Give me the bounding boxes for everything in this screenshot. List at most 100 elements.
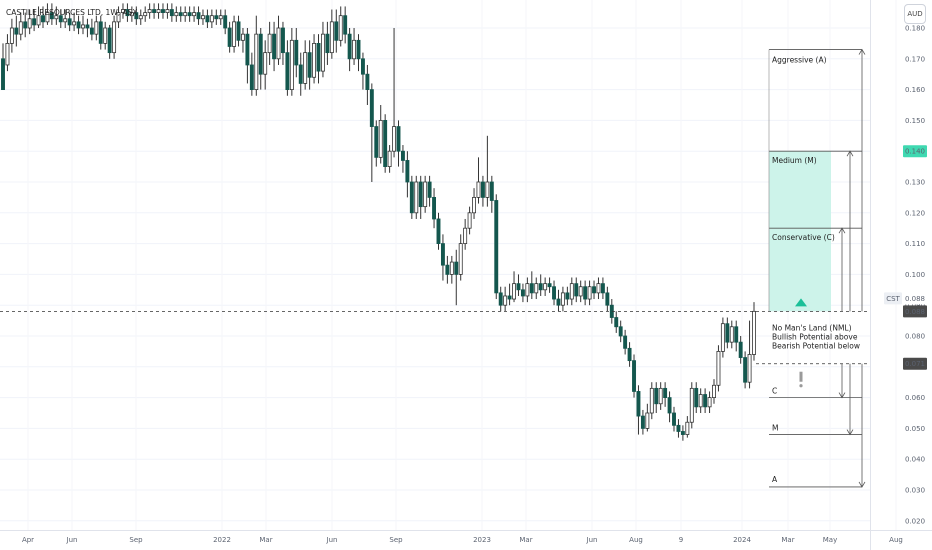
- candle-body: [307, 52, 312, 78]
- nml-label-2: Bullish Potential above: [772, 332, 858, 341]
- candle: [41, 6, 45, 28]
- arrow-up-conservative-head: [838, 227, 846, 234]
- candle: [178, 6, 183, 22]
- candle-body: [627, 347, 632, 362]
- candle: [538, 274, 543, 296]
- price-tick-label: 0.170: [905, 55, 925, 63]
- candle-body: [369, 89, 374, 127]
- candle: [458, 234, 463, 281]
- candle-body: [249, 64, 254, 90]
- currency-badge[interactable]: AUD: [904, 4, 926, 24]
- candle-body: [698, 394, 703, 408]
- candle: [147, 3, 152, 19]
- candle: [618, 320, 623, 343]
- candle: [565, 286, 570, 306]
- price-tick-label: 0.040: [905, 456, 925, 464]
- candle-body: [63, 18, 68, 23]
- arrow-down-medium-head: [846, 429, 854, 436]
- candle-body: [592, 286, 596, 294]
- candle: [152, 3, 157, 19]
- candle: [747, 320, 752, 389]
- candle-body: [183, 12, 188, 17]
- candle-body: [400, 150, 405, 161]
- candle-body: [605, 292, 610, 306]
- candle: [285, 40, 290, 96]
- candle: [165, 3, 170, 19]
- candle-body: [192, 12, 197, 17]
- candle: [209, 9, 214, 28]
- candle: [556, 289, 561, 312]
- candle: [201, 9, 205, 25]
- candle-body: [476, 181, 481, 198]
- candle-body: [432, 196, 437, 220]
- candle: [121, 3, 125, 19]
- price-tag-nml-bottom-bg: [903, 357, 927, 370]
- candle: [547, 277, 552, 293]
- candle: [223, 9, 228, 35]
- candle-body: [320, 33, 325, 72]
- candle: [143, 6, 148, 22]
- time-axis[interactable]: Apr Jun Sep 2022 Mar Jun Sep 2023 Mar Jun Aug 9 2024…: [22, 536, 903, 544]
- candle-body: [129, 12, 134, 17]
- candle: [98, 15, 103, 50]
- candle-body: [156, 9, 161, 13]
- candle: [338, 6, 343, 47]
- candle: [356, 34, 361, 72]
- price-tick-label: 0.160: [905, 86, 925, 94]
- candle-body: [178, 12, 183, 17]
- candle-body: [5, 43, 10, 66]
- candle: [645, 403, 650, 432]
- candle: [343, 6, 348, 44]
- candle-body: [663, 387, 668, 398]
- candle: [232, 15, 237, 53]
- candle-body: [125, 9, 130, 17]
- candle: [569, 277, 574, 306]
- candle-body: [49, 12, 54, 20]
- candle-body: [147, 9, 152, 13]
- candle: [107, 24, 112, 59]
- candle: [712, 379, 716, 404]
- candle-body: [356, 39, 361, 60]
- candle-body: [480, 181, 485, 198]
- candle: [289, 28, 294, 96]
- candle-body: [414, 181, 419, 214]
- candle: [23, 12, 28, 38]
- candle-body: [27, 18, 32, 29]
- candle-body: [472, 196, 476, 214]
- candles: [1, 3, 756, 441]
- candle: [685, 416, 690, 438]
- price-axis[interactable]: 0.180 0.170 0.160 0.150 0.140 0.130 0.120 0.110…: [905, 25, 925, 526]
- candle-body: [209, 15, 214, 23]
- candle-body: [347, 33, 352, 60]
- candle: [672, 406, 676, 432]
- candle-body: [45, 12, 50, 23]
- candle-body: [343, 15, 348, 35]
- candle: [592, 280, 596, 300]
- price-tag-cst: 0.088: [905, 295, 925, 303]
- time-tick-label: Aug: [629, 536, 643, 544]
- candle-body: [254, 33, 259, 90]
- candle-body: [387, 150, 392, 167]
- price-tick-label: 0.020: [905, 517, 925, 525]
- candle: [294, 28, 299, 78]
- candle: [161, 3, 165, 19]
- bearish-exclamation-dot: [799, 384, 803, 388]
- candle: [281, 21, 285, 65]
- candle-body: [298, 64, 303, 84]
- candle-body: [174, 12, 179, 17]
- candle: [85, 18, 90, 38]
- candle: [423, 175, 428, 213]
- candle-body: [467, 212, 472, 229]
- candle-body: [316, 43, 321, 72]
- candle: [720, 317, 725, 358]
- candle-body: [294, 39, 299, 66]
- candle: [14, 15, 19, 47]
- candle-body: [503, 295, 508, 306]
- candle: [45, 3, 50, 25]
- candle: [227, 21, 232, 53]
- candle-body: [680, 431, 685, 435]
- candle: [489, 175, 494, 213]
- candle-body: [712, 384, 716, 398]
- price-tick-label: 0.060: [905, 394, 925, 402]
- candle-body: [152, 9, 157, 13]
